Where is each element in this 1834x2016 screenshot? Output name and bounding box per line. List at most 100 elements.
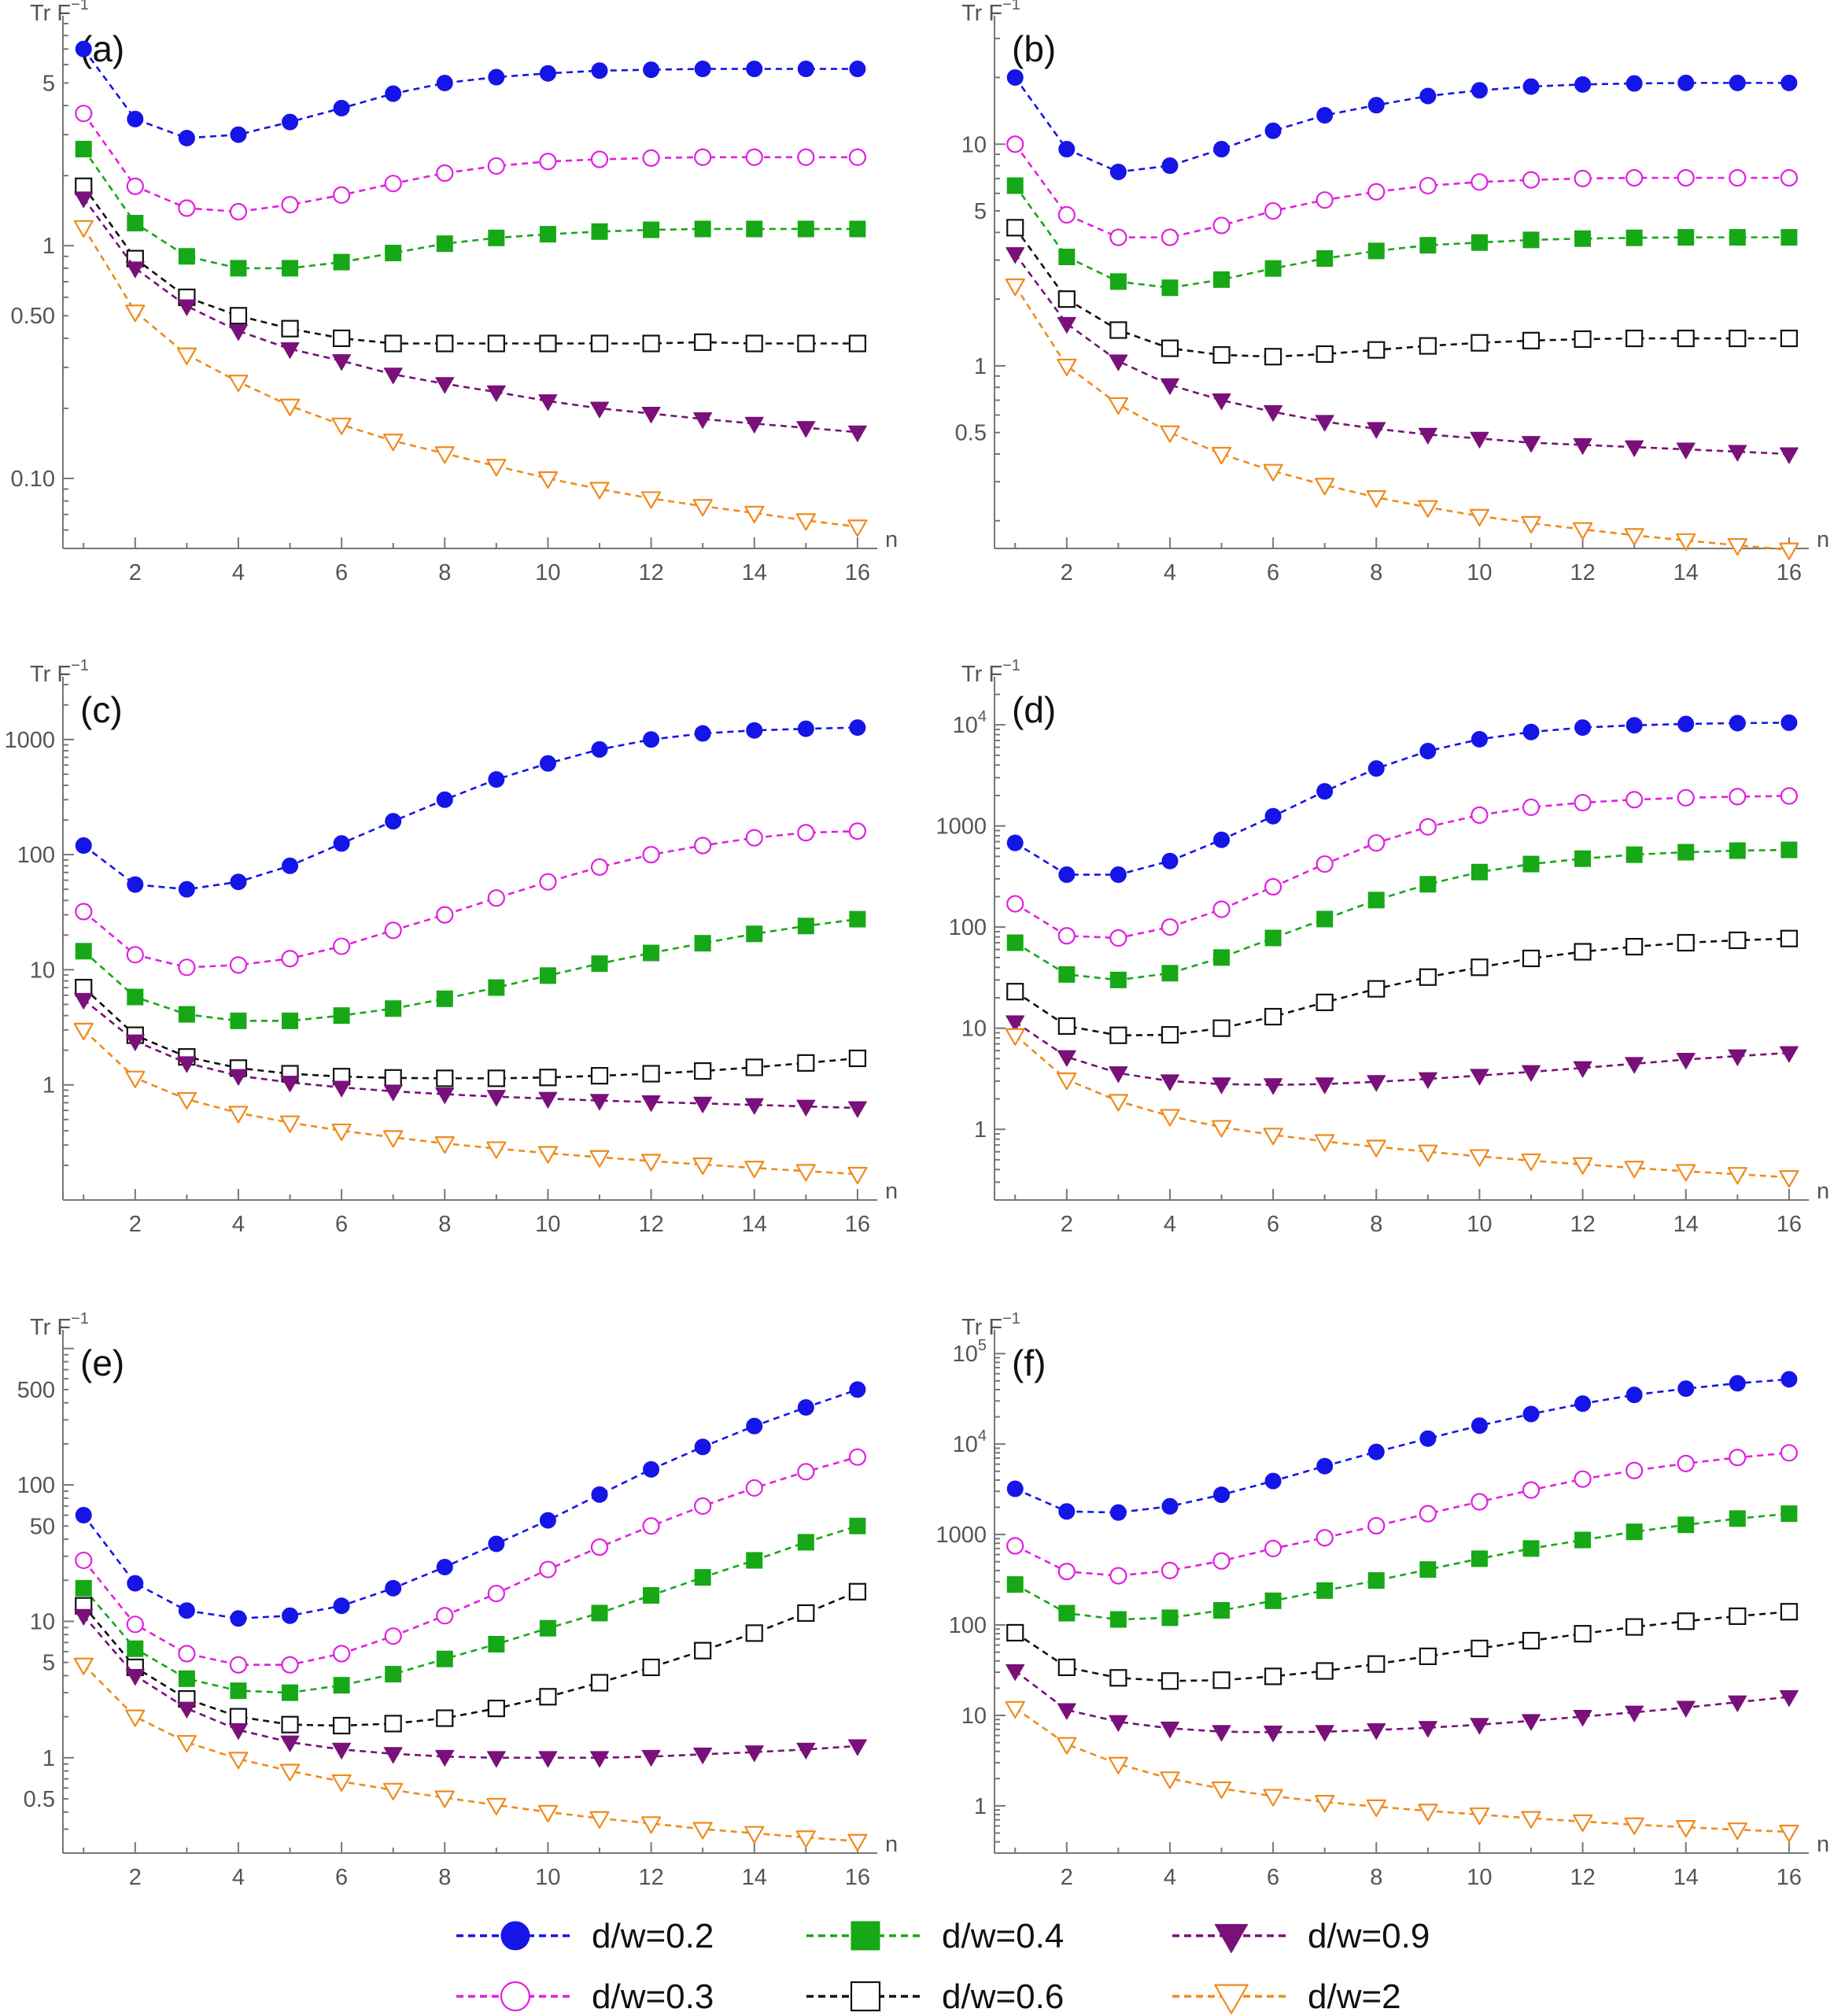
data-point-d06	[1367, 980, 1386, 998]
data-point-d04	[282, 260, 299, 277]
data-point-d04	[1729, 229, 1746, 246]
data-point-d06	[1471, 334, 1489, 352]
data-point-d02	[1677, 74, 1695, 91]
data-point-d2	[125, 305, 146, 323]
data-point-d09	[1470, 431, 1489, 449]
data-point-d06	[848, 334, 866, 353]
y-axis-label-base: Tr F	[961, 662, 1002, 687]
data-point-d02	[436, 1558, 453, 1575]
data-point-d06	[436, 1069, 454, 1087]
y-axis-label-exponent: −1	[71, 0, 89, 13]
data-point-d04	[1626, 229, 1643, 246]
data-point-d03	[1677, 1454, 1695, 1472]
data-point-d09	[1779, 447, 1799, 464]
data-point-d06	[1419, 1647, 1437, 1665]
y-tick-label: 104	[953, 1427, 987, 1457]
data-point-d09	[847, 1739, 867, 1756]
data-point-d04	[282, 1684, 299, 1701]
data-point-d2	[486, 1141, 507, 1159]
data-point-d2	[1263, 1128, 1283, 1146]
data-point-d2	[640, 1816, 662, 1834]
data-point-d03	[1626, 791, 1644, 809]
data-point-d06	[1626, 1618, 1644, 1636]
series-line-d2	[83, 227, 858, 528]
y-tick-label: 5	[974, 199, 987, 224]
data-point-d03	[539, 1560, 557, 1578]
data-point-d02	[178, 1602, 195, 1619]
data-point-d04	[1677, 844, 1695, 861]
data-point-d03	[1057, 1563, 1076, 1581]
x-tick-label: 12	[638, 1865, 663, 1890]
data-point-d03	[797, 1463, 815, 1481]
data-point-d03	[1006, 135, 1024, 153]
x-tick-label: 8	[438, 560, 451, 585]
data-point-d02	[1419, 87, 1437, 105]
y-tick-base: 10	[953, 1432, 978, 1457]
legend-marker	[850, 1981, 881, 2012]
data-point-d06	[1057, 1017, 1076, 1036]
data-point-d02	[539, 755, 556, 772]
data-point-d09	[1418, 1721, 1437, 1738]
y-tick-label: 10	[961, 1017, 987, 1042]
x-tick-label: 16	[845, 560, 870, 585]
series-line-d03	[1014, 143, 1789, 238]
data-point-d02	[1161, 157, 1179, 175]
data-point-d09	[280, 1735, 300, 1752]
data-point-d04	[694, 220, 711, 238]
series-line-d09	[83, 1615, 858, 1759]
data-point-d02	[643, 61, 660, 79]
x-axis-label: n	[885, 1179, 898, 1204]
data-point-d03	[642, 846, 660, 864]
data-point-d04	[230, 1682, 247, 1700]
data-point-d09	[280, 1076, 300, 1093]
data-point-d09	[590, 401, 609, 419]
data-point-d2	[795, 513, 816, 531]
data-point-d2	[1315, 478, 1335, 496]
data-point-d09	[1160, 1074, 1179, 1091]
data-point-d09	[1212, 1077, 1231, 1095]
series-line-d03	[83, 113, 858, 213]
data-point-d2	[1418, 500, 1438, 518]
data-point-d2	[795, 1830, 816, 1848]
data-point-d02	[694, 61, 711, 78]
data-point-d06	[797, 1054, 815, 1072]
data-point-d09	[1779, 1690, 1799, 1708]
data-point-d04	[746, 220, 763, 238]
data-point-d09	[1522, 1065, 1541, 1082]
legend-item-d03: d/w=0.3	[456, 1977, 714, 2016]
legend-item-d04: d/w=0.4	[806, 1917, 1064, 1955]
data-point-d02	[75, 837, 92, 855]
series-line-d2	[1014, 1707, 1789, 1833]
data-point-d04	[1006, 177, 1024, 194]
y-tick-label: 104	[953, 708, 987, 738]
data-point-d03	[590, 858, 609, 876]
data-point-d09	[1057, 1703, 1076, 1720]
data-point-d2	[1366, 1139, 1386, 1158]
x-axis-label: n	[885, 527, 898, 552]
x-tick-label: 6	[335, 1865, 348, 1890]
data-point-d06	[487, 1069, 505, 1087]
data-point-d03	[590, 150, 609, 168]
data-point-d2	[1108, 1094, 1128, 1112]
x-tick-label: 4	[232, 1212, 245, 1237]
x-tick-label: 6	[1267, 1212, 1279, 1237]
data-point-d02	[1522, 1405, 1540, 1423]
data-point-d2	[1469, 508, 1490, 526]
data-point-d09	[1367, 1075, 1386, 1092]
data-point-d04	[539, 1619, 556, 1637]
data-point-d2	[1727, 1822, 1747, 1841]
data-point-d03	[1264, 877, 1282, 896]
data-point-d02	[1109, 1504, 1127, 1521]
data-point-d06	[1626, 937, 1644, 956]
series-line-d2	[1014, 1034, 1789, 1179]
series-line-d06	[83, 185, 858, 345]
data-point-d09	[1676, 442, 1696, 460]
y-tick-label: 0.5	[955, 421, 987, 446]
data-point-d2	[795, 1164, 816, 1182]
data-point-d02	[797, 1399, 814, 1416]
data-point-d09	[1779, 1046, 1799, 1063]
x-tick-label: 14	[1673, 560, 1699, 585]
data-point-d09	[74, 992, 94, 1010]
data-point-d02	[1367, 97, 1385, 114]
data-point-d09	[1418, 427, 1437, 445]
